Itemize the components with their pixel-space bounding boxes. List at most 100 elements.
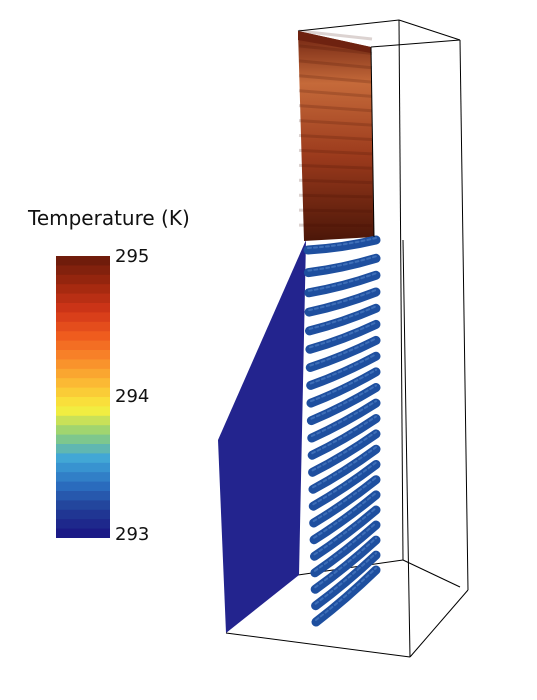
tube-row <box>311 565 381 627</box>
tube-row-highlight <box>311 430 377 472</box>
tube-row-highlight <box>308 321 377 349</box>
tube-row-highlight <box>314 537 377 589</box>
tube-row <box>303 253 381 278</box>
colorbar-mid-label: 294 <box>115 386 150 407</box>
colorbar-band <box>56 331 110 342</box>
hot-plume-band <box>298 163 373 170</box>
tube-row <box>306 351 381 390</box>
tube-row <box>304 287 381 317</box>
colorbar-band <box>56 434 110 445</box>
tube-row <box>308 460 381 511</box>
tube-row <box>305 319 381 354</box>
hot-plume-band <box>298 178 373 185</box>
colorbar-band <box>56 472 110 483</box>
colorbar-band <box>56 359 110 370</box>
tube-row <box>303 235 381 255</box>
colorbar-max-label: 295 <box>115 246 150 267</box>
tube-row-highlight <box>309 337 377 367</box>
tube-row-highlight <box>311 415 377 455</box>
tube-row <box>307 398 381 443</box>
cold-wall-surface <box>218 240 306 633</box>
hot-plume-band <box>298 223 373 228</box>
tube-row <box>309 490 381 545</box>
tube-row <box>305 303 381 336</box>
tube-row <box>304 270 381 298</box>
colorbar-band <box>56 500 110 511</box>
colorbar-band <box>56 303 110 313</box>
hot-plume-band <box>298 104 373 113</box>
tube-row <box>310 520 381 578</box>
hot-plume-surface <box>298 31 374 241</box>
colorbar-band <box>56 378 110 389</box>
tube-row-highlight <box>307 255 377 272</box>
tube-row-highlight <box>310 400 377 437</box>
hot-plume-band <box>298 89 373 98</box>
tube-row-highlight <box>310 384 377 420</box>
colorbar-band <box>56 293 110 304</box>
tube-row <box>306 367 381 408</box>
colorbar-band <box>56 415 110 426</box>
hot-plume-band <box>298 193 373 199</box>
colorbar-band <box>56 509 110 520</box>
tube-bank <box>303 235 381 627</box>
colorbar-band <box>56 321 110 332</box>
tube-row-highlight <box>315 567 377 621</box>
colorbar-band <box>56 481 110 492</box>
colorbar-band <box>56 462 110 473</box>
tube-row <box>311 550 381 611</box>
colorbar-band <box>56 274 110 285</box>
colorbar-band <box>56 519 110 530</box>
colorbar-band <box>56 350 110 360</box>
colorbar-band <box>56 406 110 417</box>
colorbar-band <box>56 528 110 538</box>
tube-row-highlight <box>313 522 377 572</box>
tube-row-highlight <box>308 305 377 330</box>
tube-row-highlight <box>312 446 377 489</box>
colorbar-band <box>56 256 110 266</box>
tube-row-highlight <box>312 476 377 522</box>
hot-plume-band <box>298 119 373 127</box>
tube-row <box>308 429 381 477</box>
colorbar-band <box>56 265 110 276</box>
tube-row-highlight <box>313 491 377 539</box>
hot-plume-bands <box>298 29 373 228</box>
tube-row-highlight <box>312 461 377 506</box>
temperature-colorbar <box>56 256 110 538</box>
tube-row-highlight <box>308 289 377 312</box>
tube-row <box>308 444 381 494</box>
tube-row <box>309 475 381 528</box>
legend-title: Temperature (K) <box>28 206 190 230</box>
colorbar-min-label: 293 <box>115 524 150 545</box>
colorbar-band <box>56 312 110 323</box>
tube-row <box>310 535 381 594</box>
tube-row <box>305 335 381 372</box>
colorbar-band <box>56 368 110 379</box>
hot-plume-band <box>298 148 373 156</box>
colorbar-band <box>56 387 110 398</box>
hot-plume-band <box>298 134 373 141</box>
colorbar-band <box>56 444 110 454</box>
colorbar-band <box>56 491 110 501</box>
tube-row <box>310 505 381 561</box>
hot-plume-band <box>298 29 373 41</box>
hot-plume-cap <box>298 31 371 53</box>
tube-row <box>306 383 381 426</box>
tube-row <box>307 414 381 460</box>
colorbar-band <box>56 425 110 436</box>
tube-row-highlight <box>310 368 377 403</box>
hot-plume-band <box>298 208 373 213</box>
tube-row-highlight <box>309 353 377 385</box>
tube-row-highlight <box>313 507 377 556</box>
colorbar-band <box>56 340 110 351</box>
colorbar-band <box>56 397 110 407</box>
tube-row-highlight <box>307 272 377 292</box>
colorbar-band <box>56 284 110 295</box>
domain-wireframe-front <box>225 39 469 658</box>
hot-plume-band <box>298 44 373 55</box>
colorbar-band <box>56 453 110 464</box>
hot-plume-band <box>298 59 373 70</box>
tube-row-highlight <box>307 237 377 249</box>
hot-plume-band <box>298 74 373 84</box>
tube-row-highlight <box>314 552 377 605</box>
